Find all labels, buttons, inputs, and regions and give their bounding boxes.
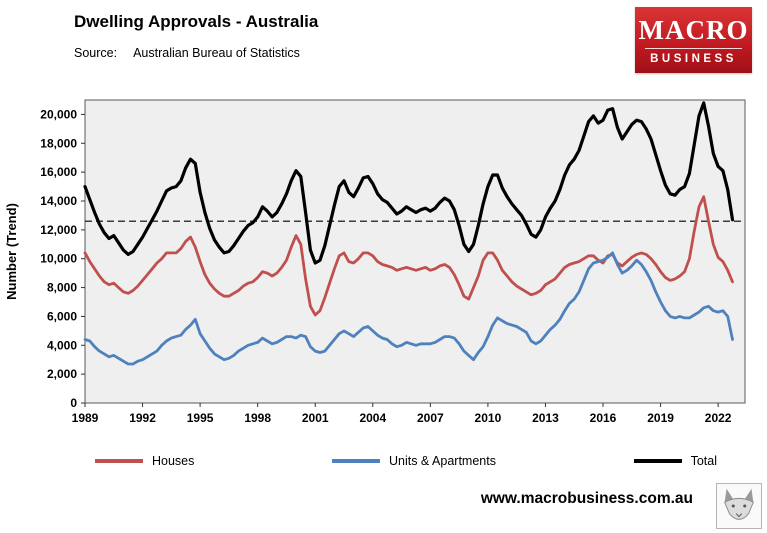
- y-tick-label: 18,000: [40, 136, 77, 150]
- series-line-total: [83, 101, 735, 265]
- legend-label-units: Units & Apartments: [388, 454, 496, 468]
- y-tick-label: 14,000: [40, 194, 77, 208]
- x-tick-label: 1992: [129, 411, 156, 425]
- x-tick-label: 2016: [590, 411, 617, 425]
- y-tick-label: 12,000: [40, 223, 77, 237]
- page-title: Dwelling Approvals - Australia: [74, 12, 319, 31]
- y-axis-title: Number (Trend): [4, 203, 19, 300]
- wolf-icon: [724, 488, 754, 520]
- macrobusiness-logo: MACRO BUSINESS: [635, 7, 752, 73]
- y-tick-label: 16,000: [40, 165, 77, 179]
- legend-item-total: Total: [633, 454, 717, 468]
- y-tick-label: 8,000: [47, 281, 77, 295]
- x-tick-label: 2001: [302, 411, 329, 425]
- y-tick-label: 4,000: [47, 338, 77, 352]
- legend-item-houses: Houses: [95, 454, 194, 468]
- x-tick-label: 2022: [705, 411, 732, 425]
- y-tick-label: 0: [70, 396, 77, 410]
- x-tick-label: 2010: [475, 411, 502, 425]
- logo-text-macro: MACRO: [638, 14, 749, 45]
- y-tick-label: 10,000: [40, 252, 77, 266]
- chart-source: Source: Australian Bureau of Statistics: [74, 46, 300, 60]
- logo-text-business: BUSINESS: [645, 47, 742, 65]
- y-tick-label: 2,000: [47, 367, 77, 381]
- website-url: www.macrobusiness.com.au: [480, 490, 693, 507]
- x-tick-label: 1989: [72, 411, 99, 425]
- units-line-swatch: [331, 459, 380, 463]
- y-tick-label: 20,000: [40, 107, 77, 121]
- plot-area: [84, 99, 746, 404]
- y-tick-label: 6,000: [47, 309, 77, 323]
- dwelling-approvals-chart: 0 2,000 4,000 6,000 8,000 10,000 12,000 14,000 1…: [4, 99, 746, 425]
- x-tick-label: 2007: [417, 411, 444, 425]
- legend-item-units: Units & Apartments: [331, 454, 496, 468]
- series-line-units-apartments: [83, 251, 734, 366]
- source-label: Source:: [74, 46, 118, 60]
- source-value: Australian Bureau of Statistics: [133, 46, 300, 60]
- total-line-swatch: [633, 459, 682, 463]
- x-tick-label: 2019: [647, 411, 674, 425]
- wolf-logo: [716, 483, 762, 529]
- x-tick-label: 2004: [359, 411, 386, 425]
- x-tick-label: 1998: [244, 411, 271, 425]
- series-line-houses: [83, 195, 734, 317]
- x-tick-label: 1995: [187, 411, 214, 425]
- legend-label-total: Total: [690, 454, 717, 468]
- legend-label-houses: Houses: [152, 454, 195, 468]
- legend: Houses Units & Apartments Total: [95, 454, 717, 468]
- x-tick-label: 2013: [532, 411, 559, 425]
- houses-line-swatch: [95, 459, 143, 463]
